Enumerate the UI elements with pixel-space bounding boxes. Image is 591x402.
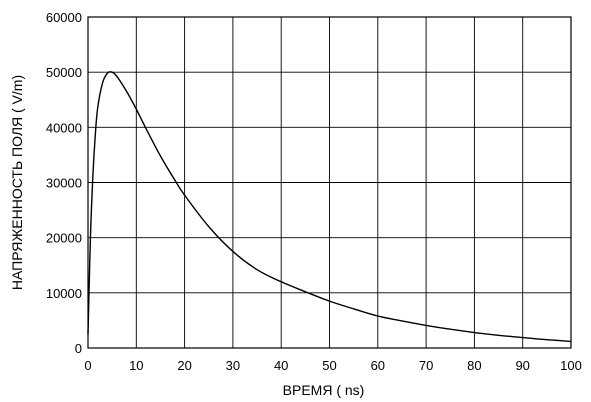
x-axis-ticks: 0 10 20 30 40 50 60 70 80 90 100: [84, 358, 581, 373]
x-tick-label: 40: [274, 358, 288, 373]
x-tick-label: 80: [467, 358, 481, 373]
x-axis-title: ВРЕМЯ ( ns): [283, 382, 365, 398]
grid: [88, 17, 571, 348]
y-tick-label: 40000: [46, 120, 82, 135]
y-tick-label: 20000: [46, 231, 82, 246]
y-axis-title: НАПРЯЖЕННОСТЬ ПОЛЯ ( V/m): [9, 75, 25, 290]
x-tick-label: 70: [419, 358, 433, 373]
y-tick-label: 10000: [46, 286, 82, 301]
y-tick-label: 60000: [46, 10, 82, 25]
y-axis-ticks: 0 10000 20000 30000 40000 50000 60000: [46, 10, 82, 356]
x-tick-label: 100: [560, 358, 582, 373]
x-tick-label: 60: [371, 358, 385, 373]
y-tick-label: 50000: [46, 65, 82, 80]
plot-frame: [87, 16, 572, 349]
x-tick-label: 10: [129, 358, 143, 373]
x-tick-label: 20: [177, 358, 191, 373]
y-tick-label: 0: [75, 341, 82, 356]
field-strength-curve: [87, 71, 572, 343]
x-tick-label: 50: [322, 358, 336, 373]
x-tick-label: 30: [226, 358, 240, 373]
x-tick-label: 90: [515, 358, 529, 373]
x-tick-label: 0: [84, 358, 91, 373]
y-tick-label: 30000: [46, 176, 82, 191]
